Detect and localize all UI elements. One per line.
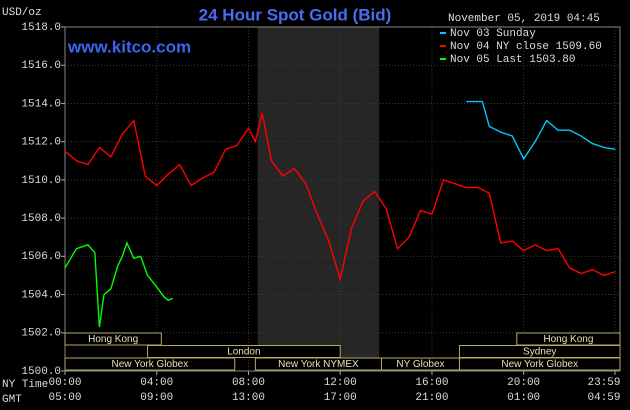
y-tick-label: 1502.0 bbox=[21, 328, 61, 340]
legend-label: Nov 05 Last 1503.80 bbox=[450, 54, 575, 66]
x-tick-label-gmt: 17:00 bbox=[324, 392, 357, 404]
session-box bbox=[64, 332, 162, 346]
x-tick-label-gmt: 04:59 bbox=[587, 392, 620, 404]
session-label: NY Globex bbox=[396, 359, 444, 370]
x-tick-label-gmt: 01:00 bbox=[507, 392, 540, 404]
y-tick-label: 1508.0 bbox=[21, 213, 61, 225]
series-line bbox=[64, 241, 174, 328]
y-tick-label: 1518.0 bbox=[21, 22, 61, 34]
x-row-label: NY Time bbox=[2, 379, 48, 391]
session-box bbox=[147, 345, 341, 358]
y-tick-label: 1516.0 bbox=[21, 60, 61, 72]
session-label: Hong Kong bbox=[88, 334, 138, 345]
y-tick-label: 1506.0 bbox=[21, 251, 61, 263]
y-tick-label: 1500.0 bbox=[21, 366, 61, 378]
series-line bbox=[64, 112, 616, 283]
session-label: Hong Kong bbox=[543, 334, 593, 345]
plot-frame bbox=[64, 26, 621, 372]
x-tick-label: 00:00 bbox=[48, 377, 81, 389]
x-tick-label: 04:00 bbox=[140, 377, 173, 389]
shaded-region bbox=[257, 27, 380, 371]
x-tick-label-gmt: 13:00 bbox=[232, 392, 265, 404]
watermark: www.kitco.com bbox=[67, 37, 191, 56]
y-axis-label: USD/oz bbox=[2, 7, 42, 19]
x-tick-label: 08:00 bbox=[232, 377, 265, 389]
session-label: New York NYMEX bbox=[278, 359, 359, 370]
session-label: New York Globex bbox=[111, 359, 188, 370]
x-tick-label-gmt: 09:00 bbox=[140, 392, 173, 404]
x-tick-label: 16:00 bbox=[415, 377, 448, 389]
session-box bbox=[458, 357, 621, 371]
x-tick-label-gmt: 05:00 bbox=[48, 392, 81, 404]
plot-layer: 1500.0 1502.0 1504.0 1506.0 1508.0 1510.0 1512… bbox=[2, 22, 621, 406]
chart-title: 24 Hour Spot Gold (Bid) bbox=[199, 5, 392, 24]
session-box bbox=[64, 357, 236, 371]
x-tick-label: 20:00 bbox=[507, 377, 540, 389]
x-tick-label-gmt: 21:00 bbox=[415, 392, 448, 404]
legend-label: Nov 03 Sunday bbox=[450, 28, 536, 40]
session-label: Sydney bbox=[523, 347, 556, 358]
y-tick-label: 1512.0 bbox=[21, 137, 61, 149]
session-label: New York Globex bbox=[501, 359, 578, 370]
legend-label: Nov 04 NY close 1509.60 bbox=[450, 41, 602, 53]
timestamp: November 05, 2019 04:45 bbox=[448, 13, 600, 25]
y-tick-label: 1514.0 bbox=[21, 98, 61, 110]
x-tick-label: 23:59 bbox=[587, 377, 620, 389]
session-label: London bbox=[227, 347, 260, 358]
y-tick-label: 1504.0 bbox=[21, 289, 61, 301]
x-row-label: GMT bbox=[2, 394, 22, 406]
x-tick-label: 12:00 bbox=[324, 377, 357, 389]
y-tick-label: 1510.0 bbox=[21, 175, 61, 187]
series-line bbox=[466, 100, 616, 161]
